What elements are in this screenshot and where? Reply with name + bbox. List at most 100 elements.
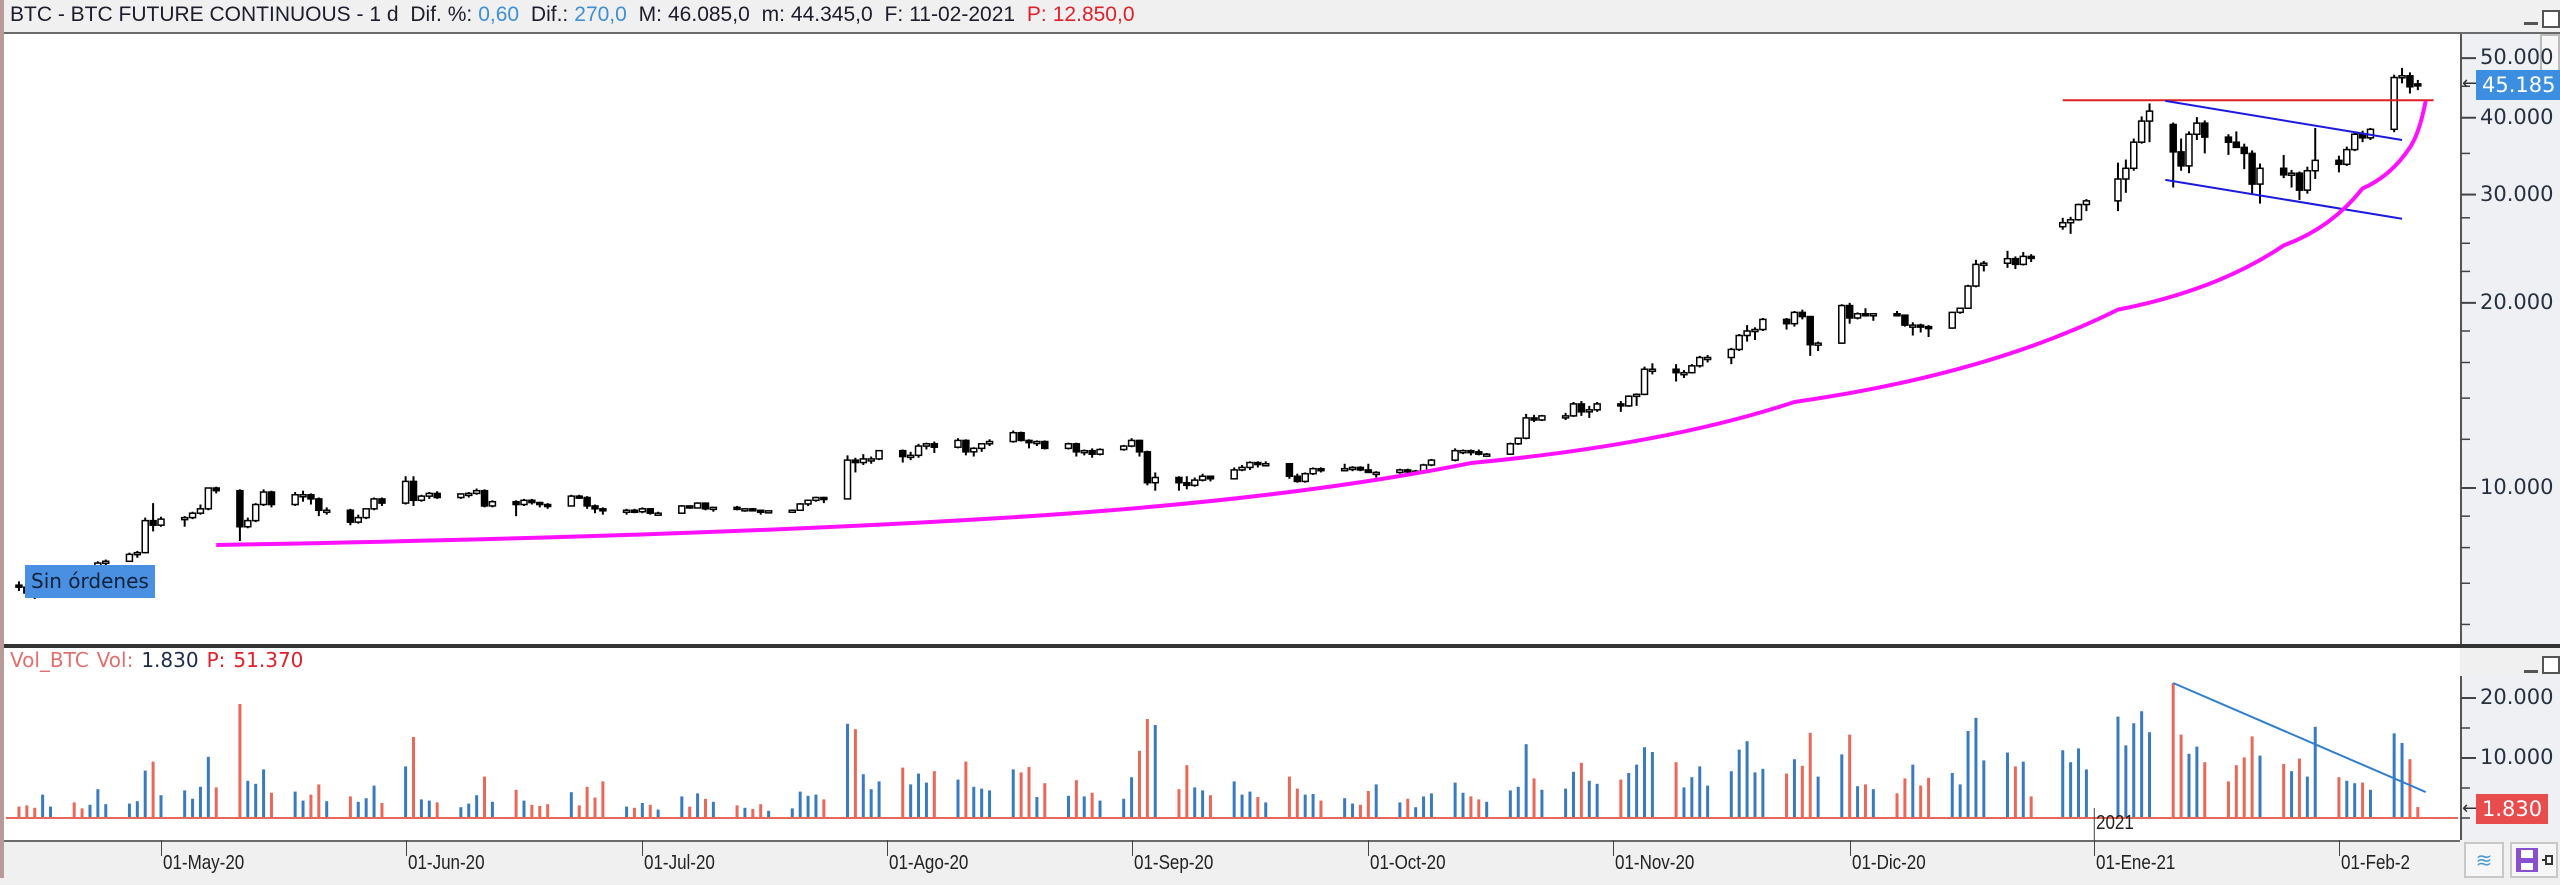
volume-bar [1785,773,1789,818]
candle-down [1404,469,1412,473]
volume-bar [711,801,715,818]
price-axis-label: 40.000 [2480,104,2554,129]
candle-down [543,503,552,508]
volume-bar [1082,796,1086,818]
candle-up [1340,467,1349,472]
volume-bar [1863,784,1867,818]
volume-bar [419,799,423,818]
candle-up [1735,334,1743,351]
candle-up [141,519,149,554]
volume-minimize-button[interactable] [2524,670,2538,673]
candle-up [1585,409,1594,413]
volume-bar [2171,683,2175,818]
candle-down [1901,314,1909,326]
volume-bar [1643,747,1647,818]
volume-bar [924,782,928,818]
candle-up [2137,120,2146,143]
candle-up [2390,76,2398,131]
candle-down [536,501,544,506]
volume-bar [1753,772,1757,818]
candle-down [1467,449,1475,454]
candle-up [1727,348,1736,359]
candle-down [583,496,591,507]
volume-bar [861,774,865,818]
volume-bar [127,803,131,818]
volume-bar [1966,731,1970,818]
volume-bar [1358,804,1362,818]
candle-down [1782,318,1791,325]
volume-bar [956,779,960,818]
candle-up [914,445,923,457]
volume-bar [790,808,794,818]
candle-down [646,508,654,514]
year-marker: 2021 [2096,812,2135,834]
floppy-disk-icon [2516,848,2553,872]
volume-bar [467,803,471,818]
candle-up [954,439,962,448]
candle-up [1119,445,1128,451]
volume-bar [546,804,550,818]
volume-bar [538,806,542,818]
price-axis[interactable] [2460,34,2560,644]
channel-lower-line [2165,178,2403,220]
volume-bar [577,805,581,818]
candle-up [362,508,370,519]
volume-bar [585,786,589,818]
volume-bar [1406,798,1410,818]
volume-bar [1982,760,1986,818]
candle-up [1033,440,1041,445]
volume-bar [1737,749,1741,818]
candle-down [212,487,220,492]
candle-down [749,508,757,512]
candle-up [291,494,299,506]
volume-bar [1808,732,1812,818]
orders-status-label[interactable]: Sin órdenes [25,565,155,598]
time-axis-label: 01-Oct-20 [1370,852,1446,874]
candle-up [977,443,986,450]
volume-maximize-button[interactable] [2542,656,2560,674]
candle-down [2177,151,2185,167]
volume-bar [1595,783,1599,818]
volume-bar [656,809,660,818]
candle-up [2350,133,2359,151]
candle-up [1561,415,1570,419]
candle-up [1459,449,1467,454]
volume-bar [317,784,321,818]
candle-up [2003,257,2012,264]
volume-bar [404,766,408,818]
minimize-button[interactable] [2524,22,2538,25]
volume-bar [1485,801,1489,818]
candle-up [472,489,481,495]
volume-bar [806,795,810,818]
volume-bar [1130,777,1134,818]
channel-upper-line [2165,99,2403,141]
volume-bar [1098,800,1102,818]
indicator-button[interactable]: ≋ [2464,842,2504,878]
candle-down [575,495,583,499]
volume-bar [767,810,771,818]
volume-bar [41,794,45,818]
candle-down [1475,451,1483,455]
dif-pct-value: 0,60 [478,3,520,26]
candle-up [1569,403,1578,417]
candle-down [2169,123,2177,153]
candle-down [1317,467,1325,472]
volume-bar [262,769,266,818]
volume-bar [1516,786,1520,818]
maximize-button[interactable] [2542,10,2560,28]
time-axis-tick [886,840,888,856]
save-button[interactable] [2510,842,2558,878]
volume-p-label: P: [206,648,226,672]
candle-down [1088,449,1096,455]
candle-up [1514,437,1523,445]
volume-bar [356,801,360,818]
volume-bar [2234,765,2238,818]
candle-up [520,499,528,506]
candle-up [1127,439,1136,447]
panel-divider[interactable] [4,644,2560,648]
time-axis[interactable] [4,840,2460,880]
candle-down [851,459,860,464]
candle-up [354,516,363,523]
candle-down [1861,313,1870,317]
volume-bar [1422,796,1426,818]
